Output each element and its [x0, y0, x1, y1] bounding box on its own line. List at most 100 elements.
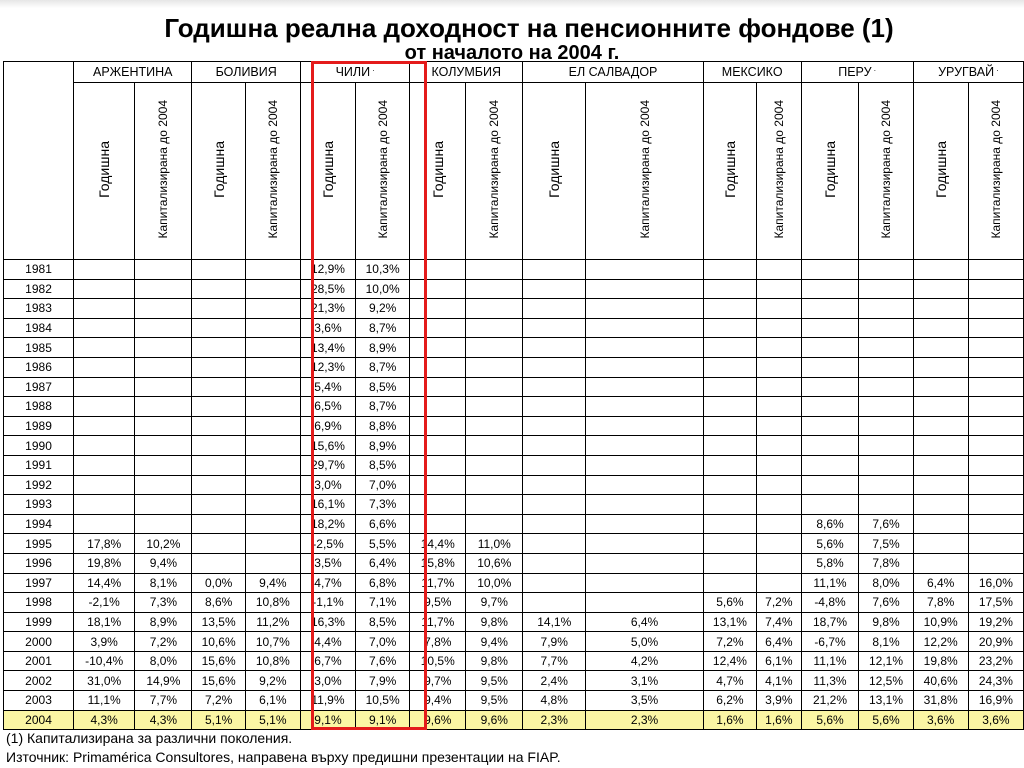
subheader-annual: Годишна: [73, 82, 136, 260]
value-cell: [191, 454, 246, 476]
value-cell: [702, 533, 758, 554]
value-cell: 21,3%: [299, 298, 357, 319]
value-cell: 8,0%: [858, 572, 914, 594]
value-cell: -1,1%: [299, 592, 357, 613]
value-cell: [858, 435, 914, 456]
value-cell: [858, 356, 914, 378]
country-header: УРУГВАЙ .: [912, 61, 1024, 83]
value-cell: 6,1%: [244, 690, 301, 711]
value-cell: 6,2%: [702, 690, 758, 711]
value-cell: [134, 474, 193, 496]
value-cell: 8,5%: [355, 454, 411, 476]
value-cell: [191, 415, 246, 437]
value-cell: [191, 356, 246, 378]
value-cell: [134, 396, 193, 417]
value-cell: [465, 415, 524, 437]
value-cell: [244, 278, 301, 300]
value-cell: 2,3%: [585, 709, 704, 731]
value-cell: [73, 356, 136, 378]
value-cell: 3,5%: [299, 552, 357, 574]
value-cell: 15,8%: [409, 552, 467, 574]
value-cell: 8,9%: [134, 611, 193, 633]
marker-dot: .: [871, 64, 876, 74]
value-cell: [912, 435, 969, 456]
value-cell: 11,1%: [800, 572, 860, 594]
value-cell: [858, 298, 914, 319]
capitalized-label: Капитализирана до 2004: [771, 100, 786, 239]
value-cell: [465, 317, 524, 339]
value-cell: [912, 513, 969, 535]
value-cell: [967, 513, 1024, 535]
value-cell: [756, 454, 802, 476]
value-cell: [73, 376, 136, 398]
table-row: 1986 12,3% 8,7%: [2, 356, 1024, 378]
value-cell: 7,2%: [756, 592, 802, 613]
value-cell: [585, 259, 704, 280]
value-cell: 16,0%: [967, 572, 1024, 594]
value-cell: [912, 415, 969, 437]
value-cell: 14,4%: [409, 533, 467, 554]
value-cell: [134, 259, 193, 280]
value-cell: [191, 376, 246, 398]
value-cell: 9,7%: [465, 592, 524, 613]
value-cell: 6,9%: [299, 415, 357, 437]
value-cell: [465, 376, 524, 398]
table-row: 1995 17,8% 10,2% -2,5% 5,5% 14,4% 11,0% 5,6% 7,5…: [2, 533, 1024, 554]
subheader-capitalized: Капитализирана до 2004: [244, 82, 301, 260]
value-cell: 9,1%: [299, 709, 357, 731]
value-cell: [702, 415, 758, 437]
table-row: 2000 3,9% 7,2% 10,6% 10,7% 4,4% 7,0% 7,8% 9,4% 7,…: [2, 631, 1024, 652]
value-cell: [522, 435, 587, 456]
value-cell: [912, 278, 969, 300]
value-cell: 10,2%: [134, 533, 193, 554]
value-cell: [967, 278, 1024, 300]
subheader-annual: Годишна: [800, 82, 860, 260]
value-cell: [522, 552, 587, 574]
value-cell: 19,8%: [73, 552, 136, 574]
value-cell: 8,8%: [355, 415, 411, 437]
annual-label: Годишна: [721, 141, 738, 198]
value-cell: 9,4%: [244, 572, 301, 594]
value-cell: [585, 454, 704, 476]
value-cell: [134, 513, 193, 535]
value-cell: 8,7%: [355, 356, 411, 378]
value-cell: [702, 376, 758, 398]
value-cell: [800, 474, 860, 496]
year-cell: 1982: [2, 278, 75, 300]
value-cell: 10,7%: [244, 631, 301, 652]
value-cell: [702, 494, 758, 515]
country-name: ПЕРУ: [838, 65, 872, 80]
value-cell: 4,7%: [299, 572, 357, 594]
value-cell: 16,3%: [299, 611, 357, 633]
value-cell: 9,6%: [409, 709, 467, 731]
value-cell: 7,7%: [134, 690, 193, 711]
value-cell: 6,4%: [585, 611, 704, 633]
value-cell: 12,5%: [858, 670, 914, 692]
country-name: ЕЛ САЛВАДОР: [568, 65, 658, 79]
value-cell: 15,6%: [191, 650, 246, 672]
subheader-annual: Годишна: [299, 82, 357, 260]
country-name: МЕКСИКО: [721, 65, 783, 79]
value-cell: 3,0%: [299, 474, 357, 496]
value-cell: 8,1%: [134, 572, 193, 594]
value-cell: 6,5%: [299, 396, 357, 417]
value-cell: [702, 259, 758, 280]
value-cell: 14,1%: [522, 611, 587, 633]
value-cell: -4,8%: [800, 592, 860, 613]
value-cell: [702, 356, 758, 378]
value-cell: 5,6%: [858, 709, 914, 731]
table-row: 1993 16,1% 7,3%: [2, 494, 1024, 515]
value-cell: [912, 337, 969, 358]
value-cell: 7,6%: [858, 592, 914, 613]
value-cell: [244, 298, 301, 319]
value-cell: 4,8%: [522, 690, 587, 711]
value-cell: [191, 533, 246, 554]
footnote-text: (1) Капитализирана за различни поколения…: [6, 730, 293, 746]
value-cell: [73, 396, 136, 417]
value-cell: [912, 356, 969, 378]
value-cell: [967, 356, 1024, 378]
marker-dot: .: [994, 64, 999, 74]
value-cell: -2,5%: [299, 533, 357, 554]
table-row: 1990 15,6% 8,9%: [2, 435, 1024, 456]
year-cell: 1987: [2, 376, 75, 398]
